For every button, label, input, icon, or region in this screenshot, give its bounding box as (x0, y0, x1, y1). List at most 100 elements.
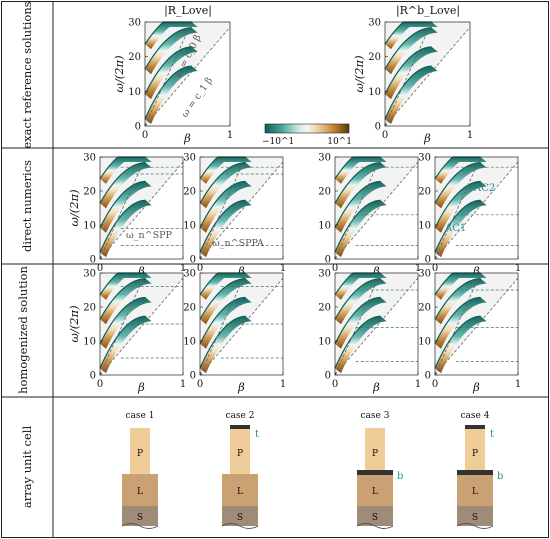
y-tick-label: 10 (368, 87, 381, 98)
dispersion-band (335, 278, 387, 325)
dispersion-curve (99, 199, 146, 253)
y-tick-label: 10 (418, 337, 431, 348)
dispersion-band (100, 273, 152, 300)
dispersion-band (435, 297, 487, 349)
y-tick-label: 30 (318, 153, 331, 164)
unit-cell-1: case 1 P L S (121, 411, 159, 529)
x-tick-label: 0 (332, 379, 338, 390)
annotation-ac1: AC1 (444, 223, 466, 234)
dispersion-curve (334, 315, 381, 369)
panel-frame (199, 156, 284, 260)
dispersion-band (100, 278, 152, 325)
dispersion-curve (434, 180, 481, 228)
dispersion-band (385, 22, 438, 50)
x-tick-label: 0 (197, 263, 203, 274)
dispersion-curve (434, 199, 481, 253)
y-tick-label: 0 (90, 255, 96, 266)
y-tick-label: 20 (318, 187, 331, 198)
dispersion-band (200, 278, 252, 325)
x-tick-label: 0 (97, 263, 103, 274)
x-tick-label: 1 (515, 379, 521, 390)
y-tick-label: 30 (418, 153, 431, 164)
light-line-c0 (384, 21, 433, 127)
dispersion-band (100, 162, 152, 209)
panel-title-rlove: |R_Love| (164, 4, 212, 18)
colorbar-max-label: 10^1 (327, 137, 352, 147)
layer-l (122, 474, 158, 506)
mid-cap-label: b (497, 471, 503, 482)
light-line-c1 (144, 26, 231, 127)
dispersion-band (200, 316, 252, 374)
light-line-c0 (334, 156, 382, 260)
dispersion-band (385, 46, 438, 100)
dispersion-band (435, 181, 487, 233)
unit-cell-2: case 2 P L St (221, 411, 259, 529)
row-label-homogenized: homogenized solution (16, 265, 30, 393)
layer-s (457, 506, 493, 526)
light-line-c0 (199, 156, 247, 260)
y-tick-label: 0 (135, 122, 141, 133)
light-line-c1 (99, 277, 184, 376)
layer-p-label: P (472, 449, 478, 459)
colorbar-min-label: −10^1 (262, 137, 294, 147)
dispersion-band (335, 273, 387, 300)
x-axis-label: β (472, 380, 480, 394)
mid-cap (457, 470, 493, 475)
dispersion-band (385, 27, 438, 75)
y-axis-label: ω/(2π) (67, 305, 81, 342)
y-tick-label: 10 (183, 337, 196, 348)
x-axis-label: β (183, 131, 191, 145)
y-tick-label: 20 (418, 187, 431, 198)
x-tick-label: 1 (227, 130, 233, 141)
y-tick-label: 20 (183, 187, 196, 198)
light-line-c0 (434, 272, 482, 376)
unit-cell-4: case 4 P L St b (456, 411, 503, 529)
layer-s-label: S (137, 513, 143, 523)
dispersion-curve (99, 180, 146, 228)
dispersion-curve (199, 278, 246, 320)
x-tick-label: 0 (432, 263, 438, 274)
layer-p-label: P (372, 449, 378, 459)
light-line-c1 (434, 277, 519, 376)
x-axis-label: β (372, 264, 380, 278)
x-axis-label: β (137, 380, 145, 394)
dispersion-curve (199, 199, 246, 253)
x-axis-label: β (423, 131, 431, 145)
layer-l-label: L (137, 487, 143, 497)
dispersion-band (435, 200, 487, 258)
y-tick-label: 20 (368, 52, 381, 63)
dispersion-curve (434, 296, 481, 344)
case-label: case 1 (126, 411, 155, 421)
dispersion-curve (144, 27, 192, 70)
dispersion-curve (384, 65, 432, 120)
y-tick-label: 30 (318, 269, 331, 280)
layer-l-label: L (472, 487, 478, 497)
x-tick-label: 0 (382, 130, 388, 141)
substrate-wave (356, 523, 394, 529)
mid-cap (357, 470, 393, 475)
dispersion-band (145, 46, 198, 100)
heatmap-panel-9: 0 10 20 30 0 1 β (318, 269, 421, 395)
y-tick-label: 20 (128, 52, 141, 63)
dispersion-band (435, 273, 487, 300)
x-axis-label: β (472, 264, 480, 278)
layer-s (122, 506, 158, 526)
y-tick-label: 0 (325, 371, 331, 382)
dispersion-band (200, 200, 252, 258)
layer-p (230, 428, 250, 474)
row-label-direct: direct numerics (20, 160, 34, 252)
y-axis-label: ω/(2π) (352, 55, 366, 92)
y-tick-label: 0 (375, 122, 381, 133)
y-tick-label: 20 (318, 303, 331, 314)
mid-cap-label: b (397, 471, 403, 482)
x-axis-label: β (372, 380, 380, 394)
dispersion-band (335, 162, 387, 209)
x-tick-label: 1 (415, 263, 421, 274)
dispersion-band (335, 181, 387, 233)
top-cap (465, 425, 485, 429)
